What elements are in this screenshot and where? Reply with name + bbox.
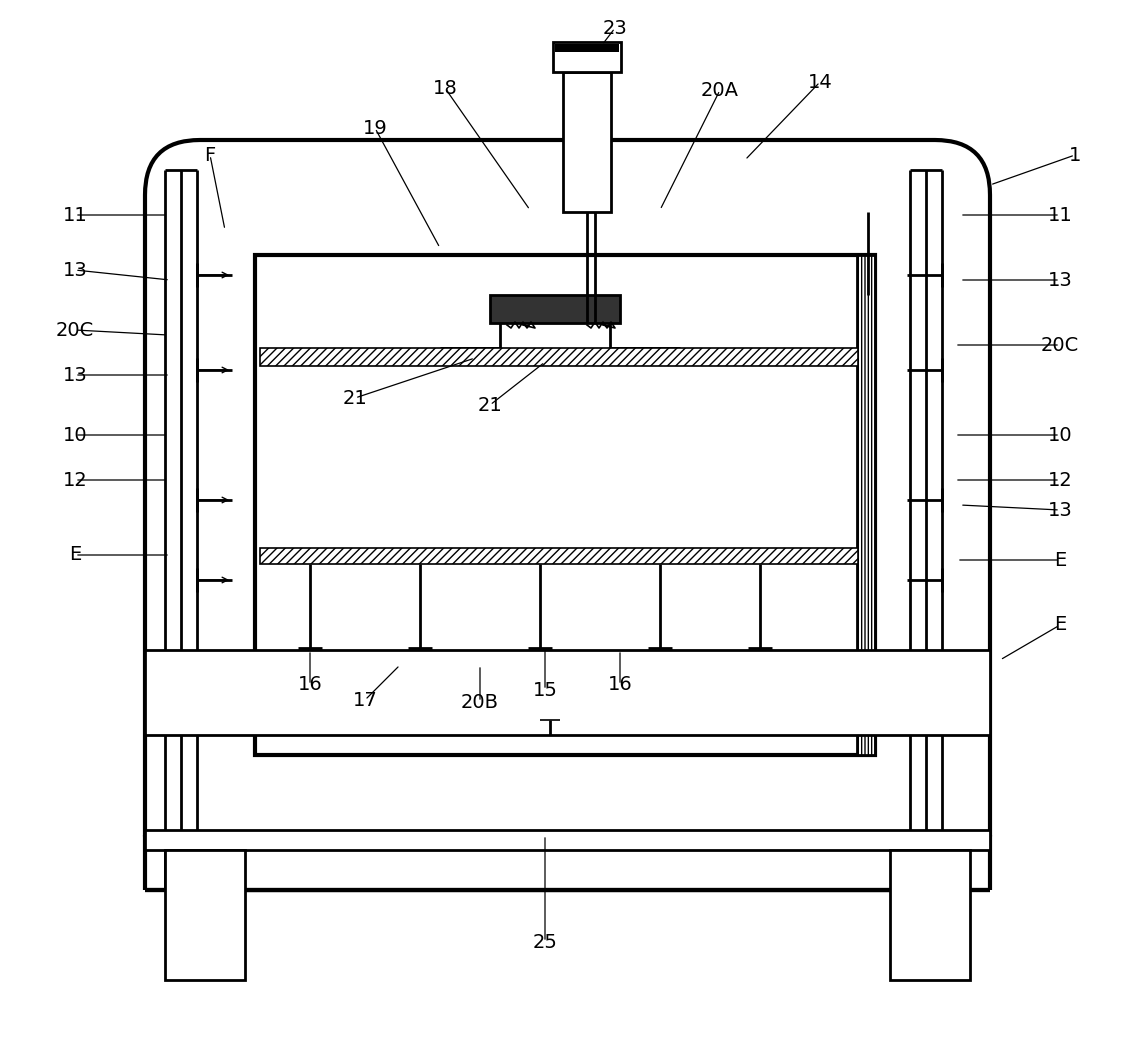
Text: 23: 23 (603, 19, 628, 37)
Text: 1: 1 (1068, 146, 1081, 164)
Text: 15: 15 (533, 680, 557, 700)
Text: 12: 12 (1048, 470, 1072, 490)
Bar (857, 255, 875, 755)
Text: 20B: 20B (461, 693, 499, 711)
Bar (553, 42, 621, 72)
Bar (489, 295, 620, 323)
Text: 16: 16 (298, 676, 323, 695)
Bar (259, 548, 858, 564)
Bar (891, 850, 970, 980)
Text: 25: 25 (533, 933, 557, 952)
Text: 10: 10 (62, 425, 87, 444)
Text: 11: 11 (1048, 206, 1072, 225)
Text: 21: 21 (478, 395, 502, 415)
Text: 14: 14 (808, 73, 833, 92)
Text: 19: 19 (363, 119, 387, 137)
Bar (145, 650, 990, 735)
Text: 10: 10 (1048, 425, 1072, 444)
Bar (145, 835, 990, 890)
Bar (555, 44, 619, 52)
Text: 20C: 20C (1041, 336, 1079, 355)
Text: 20C: 20C (56, 320, 94, 339)
Text: 11: 11 (62, 206, 87, 225)
Text: 13: 13 (1048, 270, 1072, 289)
Text: E: E (69, 546, 82, 565)
Bar (563, 72, 611, 212)
FancyBboxPatch shape (145, 140, 990, 890)
Text: 18: 18 (433, 78, 458, 98)
Text: 21: 21 (342, 389, 367, 408)
Text: F: F (204, 146, 215, 164)
Bar (255, 255, 875, 755)
Bar (145, 830, 990, 850)
Text: 13: 13 (62, 260, 87, 280)
Text: E: E (1054, 616, 1066, 634)
Text: 13: 13 (1048, 500, 1072, 520)
Text: 16: 16 (607, 676, 632, 695)
Text: 17: 17 (352, 691, 377, 709)
Text: 13: 13 (62, 365, 87, 385)
Bar (259, 348, 858, 366)
Bar (165, 850, 245, 980)
Text: E: E (1054, 550, 1066, 570)
Text: 20A: 20A (701, 80, 739, 100)
Text: 12: 12 (62, 470, 87, 490)
